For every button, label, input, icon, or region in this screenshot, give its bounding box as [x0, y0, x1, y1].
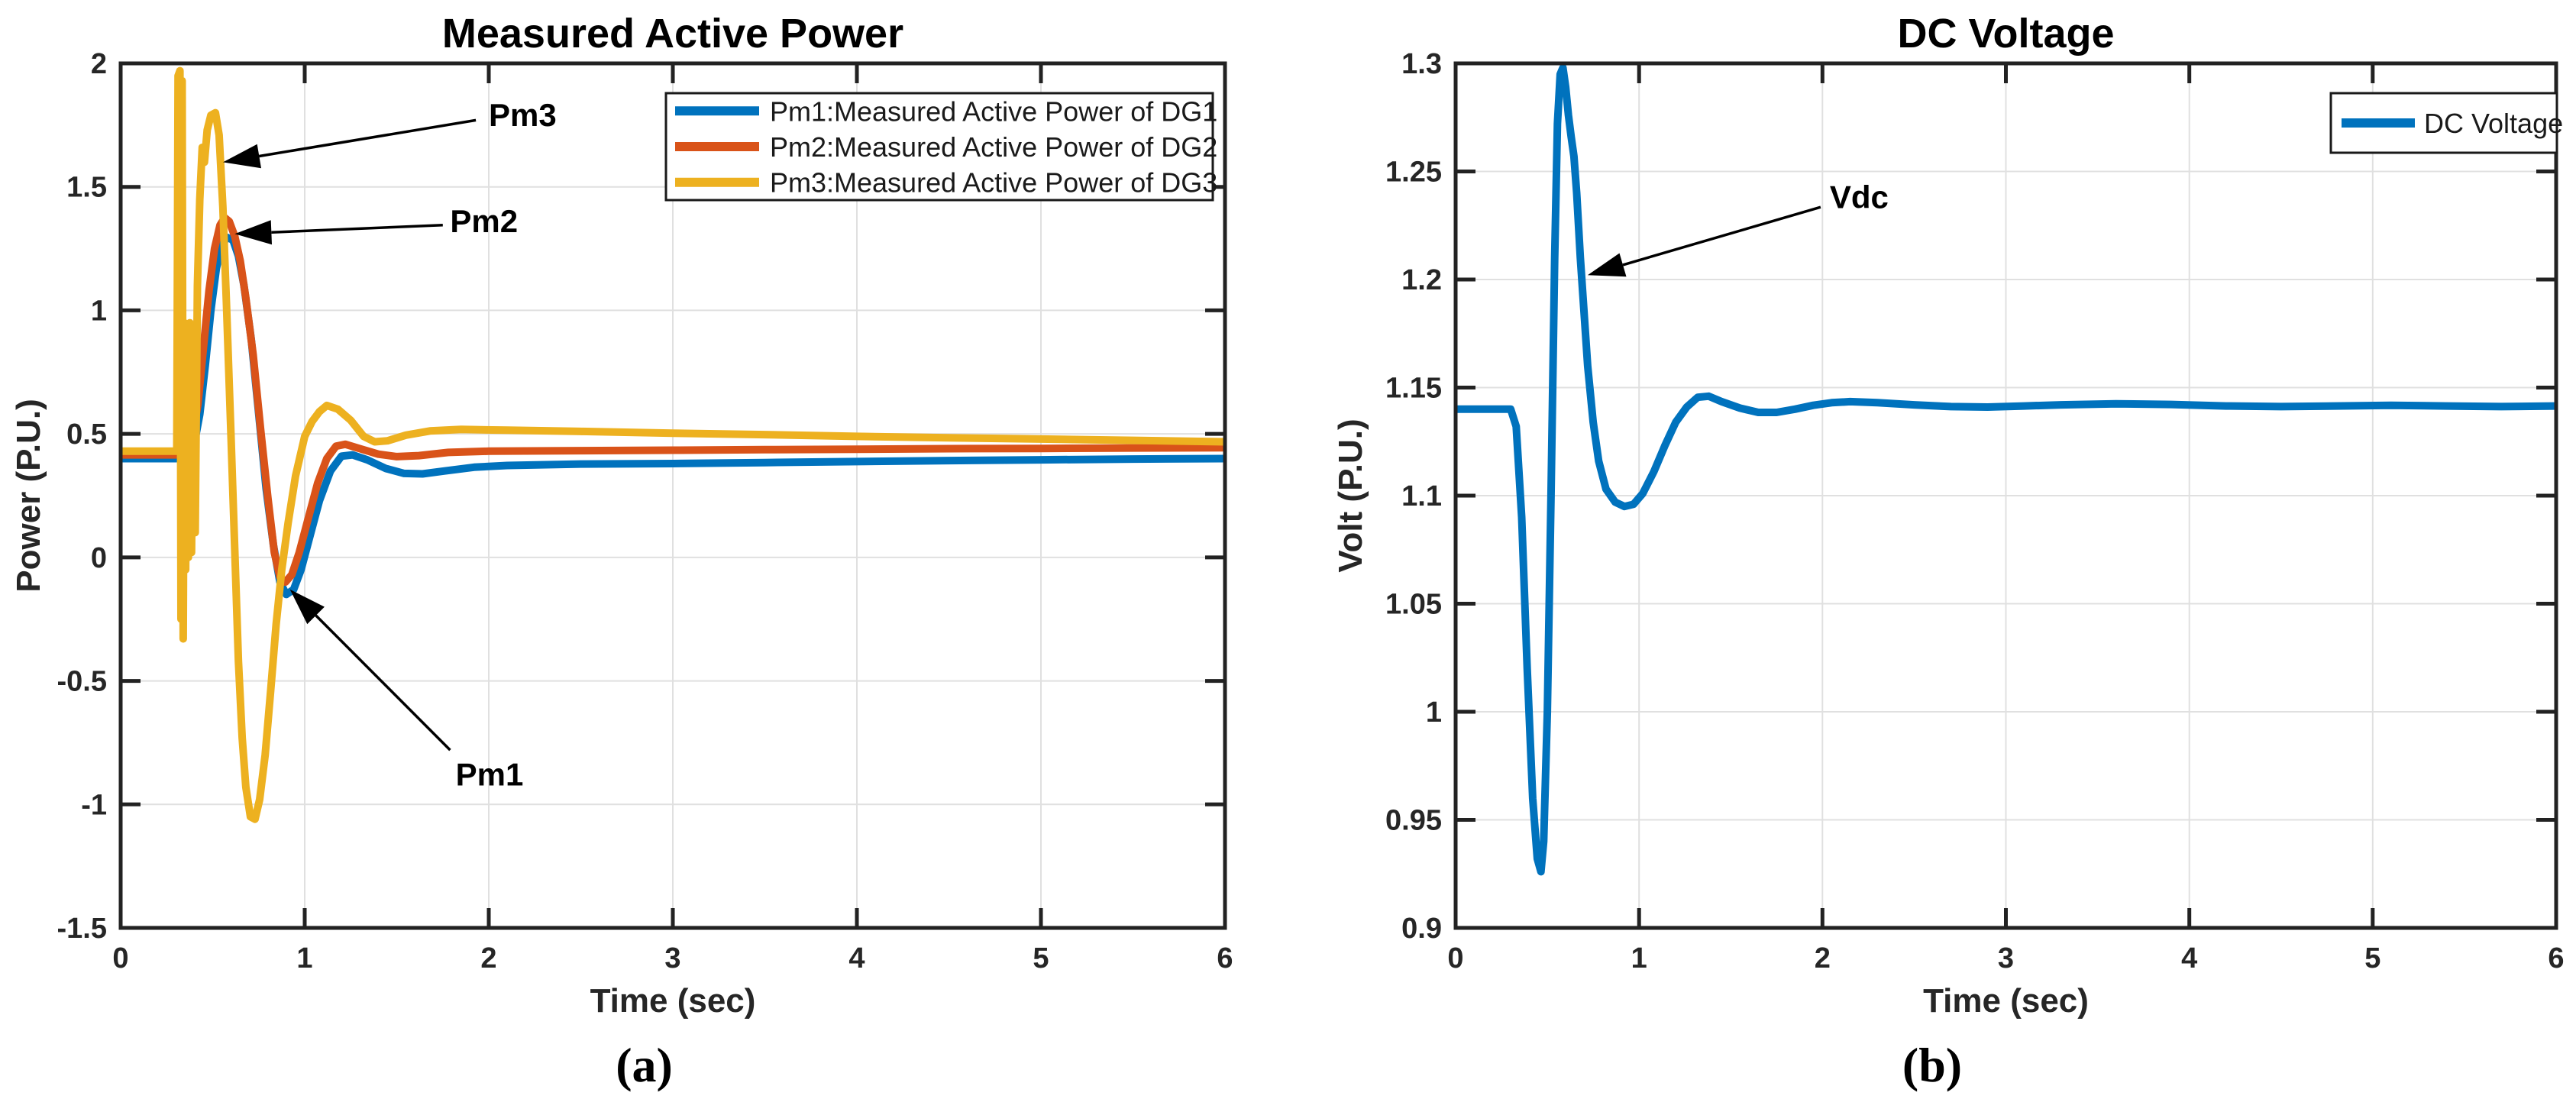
y-axis-label: Power (P.U.) [10, 399, 47, 592]
legend: DC Voltage [2329, 92, 2563, 154]
y-tick-label: 0.9 [1401, 913, 1442, 945]
series-Pm2 [121, 214, 1225, 587]
y-tick-label: 1.05 [1385, 589, 1442, 621]
annotation-Vdc: Vdc [1587, 179, 1889, 277]
annotation-label: Pm1 [456, 757, 524, 793]
legend: Pm1:Measured Active Power of DG1 Pm2:Meas… [664, 92, 1217, 202]
x-tick-label: 0 [1447, 942, 1463, 974]
legend-label: Pm1:Measured Active Power of DG1 [770, 95, 1217, 127]
y-tick-label: 1.2 [1401, 264, 1442, 296]
y-tick-label: 1 [91, 295, 107, 327]
x-tick-labels: 0 1 2 3 4 5 6 [1447, 942, 2564, 974]
annotation-label: Vdc [1830, 179, 1889, 215]
y-tick-label: 1.25 [1385, 157, 1442, 189]
panel-active-power: 0 1 2 3 4 5 6 -1.5 -1 -0.5 0 0.5 1 1.5 2 Measured Activ… [10, 11, 1233, 1092]
x-tick-label: 5 [2364, 942, 2380, 974]
y-tick-labels: -1.5 -1 -0.5 0 0.5 1 1.5 2 [57, 48, 107, 945]
x-tick-label: 3 [664, 942, 680, 974]
axes-box [118, 61, 1227, 930]
y-tick-label: 1.15 [1385, 373, 1442, 405]
annotation-Pm1: Pm1 [289, 589, 524, 793]
x-tick-label: 2 [1815, 942, 1831, 974]
x-tick-label: 5 [1033, 942, 1049, 974]
chart-title: Measured Active Power [442, 11, 903, 57]
annotation-label: Pm3 [489, 97, 557, 133]
y-tick-label: -0.5 [57, 666, 107, 698]
series-Pm1 [121, 234, 1225, 599]
x-tick-label: 1 [1631, 942, 1647, 974]
y-tick-label: 2 [91, 48, 107, 80]
panel-b-caption: (b) [1902, 1038, 1963, 1092]
legend-box [2329, 92, 2558, 154]
x-tick-label: 4 [2181, 942, 2197, 974]
y-tick-label: 0 [91, 542, 107, 574]
y-tick-labels: 0.9 0.95 1 1.05 1.1 1.15 1.2 1.25 1.3 [1385, 48, 1442, 945]
y-tick-label: 1.5 [66, 172, 107, 204]
legend-label: DC Voltage [2424, 108, 2563, 139]
legend-label: Pm2:Measured Active Power of DG2 [770, 131, 1217, 163]
panel-a-caption: (a) [616, 1038, 673, 1092]
x-tick-labels: 0 1 2 3 4 5 6 [112, 942, 1233, 974]
y-axis-label: Volt (P.U.) [1332, 419, 1369, 572]
x-tick-label: 4 [848, 942, 865, 974]
y-tick-label: 1 [1426, 696, 1442, 729]
x-axis-label: Time (sec) [1923, 982, 2089, 1020]
y-tick-label: 0.5 [66, 419, 107, 451]
y-tick-label: -1 [81, 789, 107, 821]
x-tick-label: 6 [1217, 942, 1233, 974]
x-tick-label: 2 [480, 942, 496, 974]
annotation-Pm2: Pm2 [234, 203, 518, 245]
axes-box [1453, 61, 2558, 930]
series-Vdc [1456, 63, 2556, 876]
annotation-Pm3: Pm3 [223, 97, 557, 169]
chart-title: DC Voltage [1897, 11, 2114, 57]
x-tick-label: 6 [2548, 942, 2564, 974]
y-tick-label: 0.95 [1385, 805, 1442, 837]
x-tick-label: 3 [1998, 942, 2014, 974]
panel-dc-voltage: 0 1 2 3 4 5 6 0.9 0.95 1 1.05 1.1 1.15 1.2 1.25 1.3 DC V… [1288, 0, 2576, 1115]
dc-voltage-chart: 0 1 2 3 4 5 6 0.9 0.95 1 1.05 1.1 1.15 1.2 1.25 1.3 DC V… [1332, 11, 2565, 1020]
series-Pm3 [121, 66, 1225, 823]
x-axis-label: Time (sec) [590, 982, 756, 1020]
y-tick-label: 1.3 [1401, 48, 1442, 80]
legend-label: Pm3:Measured Active Power of DG3 [770, 167, 1217, 199]
annotation-label: Pm2 [450, 203, 518, 239]
active-power-chart: 0 1 2 3 4 5 6 -1.5 -1 -0.5 0 0.5 1 1.5 2 Measured Activ… [10, 11, 1233, 1020]
x-tick-label: 1 [296, 942, 312, 974]
y-tick-label: -1.5 [57, 913, 107, 945]
y-tick-label: 1.1 [1401, 480, 1442, 512]
x-tick-label: 0 [112, 942, 128, 974]
